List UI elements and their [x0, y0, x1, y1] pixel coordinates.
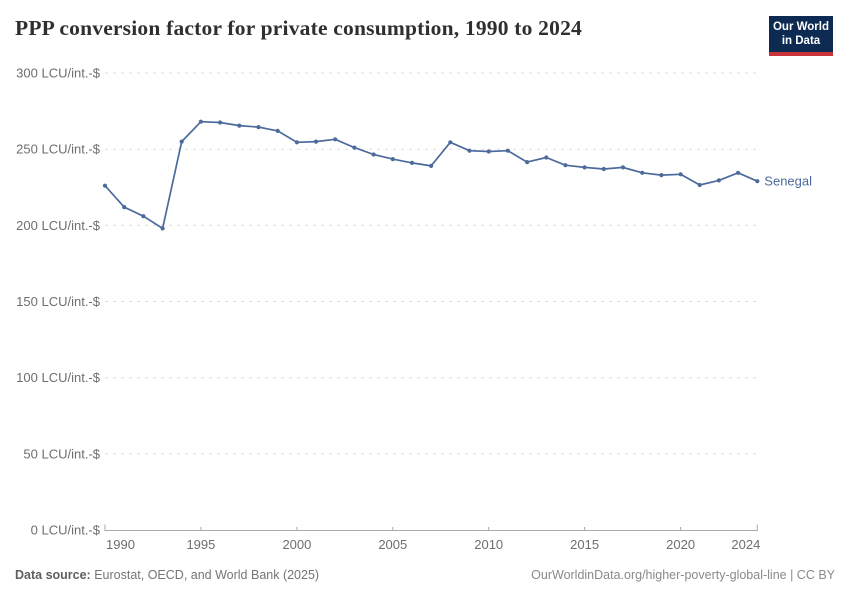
data-point[interactable] [237, 123, 242, 128]
y-tick-label: 100 LCU/int.-$ [16, 370, 101, 385]
chart-footer: Data source: Eurostat, OECD, and World B… [15, 568, 835, 582]
data-source-label: Data source: [15, 568, 91, 582]
data-point[interactable] [256, 125, 261, 130]
x-axis-line [104, 524, 758, 531]
x-tick-label: 2024 [731, 537, 760, 552]
data-point[interactable] [448, 140, 453, 145]
y-tick-label: 300 LCU/int.-$ [16, 66, 101, 81]
data-point[interactable] [601, 166, 606, 172]
owid-logo-line2: in Data [781, 35, 821, 47]
owid-logo-line1: Our World [772, 21, 829, 33]
data-point[interactable] [102, 183, 108, 188]
data-point[interactable] [678, 172, 683, 177]
data-point[interactable] [582, 165, 587, 170]
x-tick-label: 2005 [378, 537, 407, 552]
data-point[interactable] [486, 149, 491, 154]
data-point[interactable] [333, 137, 338, 142]
x-tick-label: 2000 [282, 537, 311, 552]
data-point[interactable] [160, 226, 165, 231]
data-source-value: Eurostat, OECD, and World Bank (2025) [90, 568, 320, 582]
data-point[interactable] [716, 178, 722, 183]
data-point[interactable] [275, 128, 280, 133]
data-point[interactable] [563, 163, 568, 168]
data-point[interactable] [390, 157, 395, 162]
data-point[interactable] [141, 214, 146, 219]
data-point[interactable] [544, 155, 549, 160]
data-point[interactable] [313, 139, 319, 144]
data-point[interactable] [755, 179, 760, 184]
data-point[interactable] [294, 140, 299, 145]
data-point[interactable] [371, 152, 376, 157]
x-tick-label: 2010 [474, 537, 503, 552]
x-tick-label: 2020 [666, 537, 695, 552]
owid-logo[interactable]: Our World in Data [769, 16, 833, 56]
y-tick-label: 50 LCU/int.-$ [23, 446, 100, 461]
data-point[interactable] [409, 160, 415, 165]
series-label[interactable]: Senegal [764, 174, 812, 189]
data-point[interactable] [659, 173, 664, 178]
data-source-line: Data source: Eurostat, OECD, and World B… [15, 568, 319, 582]
y-tick-label: 200 LCU/int.-$ [16, 218, 101, 233]
data-point[interactable] [429, 163, 434, 168]
data-point[interactable] [525, 160, 530, 165]
data-point[interactable] [179, 139, 184, 144]
data-point[interactable] [736, 170, 741, 175]
x-tick-label: 1990 [106, 537, 135, 552]
data-point[interactable] [620, 165, 626, 170]
x-tick-label: 1995 [186, 537, 215, 552]
credit-link[interactable]: OurWorldinData.org/higher-poverty-global… [531, 568, 835, 582]
x-tick-label: 2015 [570, 537, 599, 552]
data-point[interactable] [640, 170, 645, 175]
y-tick-label: 0 LCU/int.-$ [31, 523, 101, 538]
data-point[interactable] [122, 205, 127, 210]
data-point[interactable] [467, 148, 472, 153]
data-point[interactable] [505, 148, 510, 153]
y-tick-label: 150 LCU/int.-$ [16, 294, 101, 309]
y-tick-label: 250 LCU/int.-$ [16, 142, 101, 157]
data-point[interactable] [218, 120, 223, 125]
data-point[interactable] [198, 119, 203, 124]
data-point[interactable] [352, 145, 357, 150]
data-point[interactable] [697, 182, 702, 188]
chart-title: PPP conversion factor for private consum… [15, 16, 582, 40]
